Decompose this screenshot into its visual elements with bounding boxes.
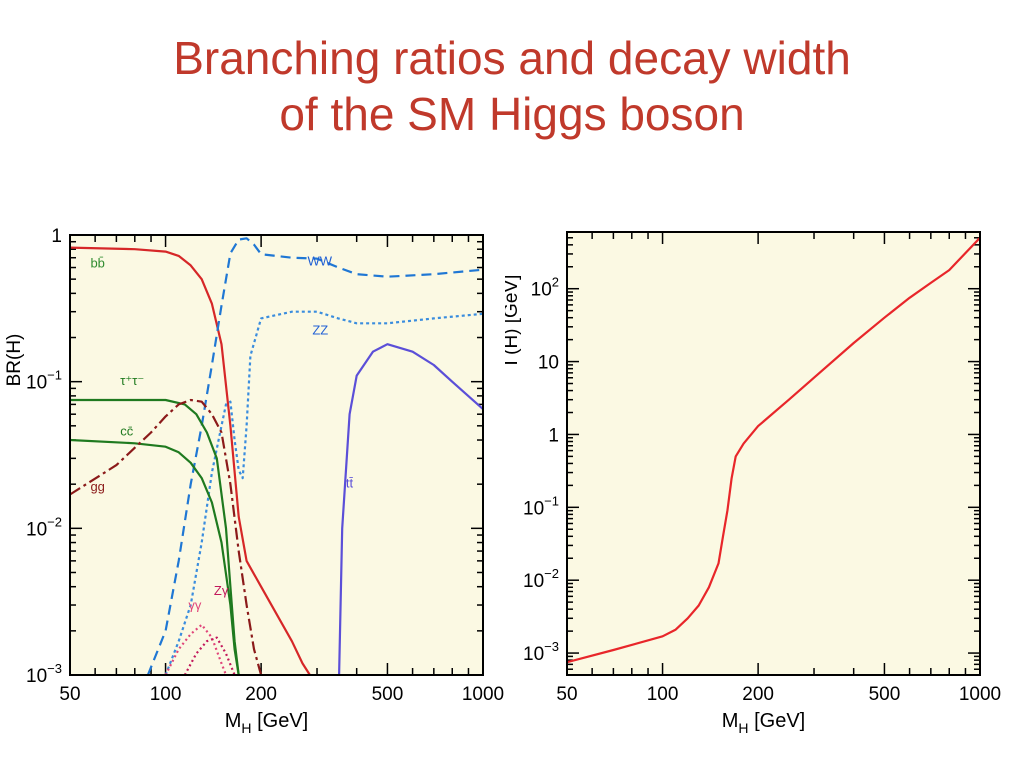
y-tick-label: 10−2: [26, 514, 62, 540]
x-tick-label: 1000: [462, 684, 504, 705]
series-line-8: [183, 636, 236, 675]
x-axis-label: MH [GeV]: [225, 710, 309, 736]
x-tick-label: 50: [556, 684, 577, 705]
x-tick-label: 200: [742, 684, 774, 705]
branching-ratio-chart: bb̄ WW ZZ tt̄ τ⁺τ⁻ cc̄ gg γγ Zγ 50 100 200 500 1000 1 1…: [4, 226, 504, 736]
series-label-0: bb̄: [90, 256, 104, 271]
series-line-5: [70, 438, 240, 675]
x-tick-label: 1000: [959, 684, 1001, 705]
y-tick-label: 1: [51, 226, 62, 247]
slide-title: Branching ratios and decay width of the …: [0, 30, 1024, 142]
series-line-0: [567, 237, 980, 664]
x-tick-label: 100: [150, 684, 182, 705]
series-line-0: [70, 246, 311, 675]
x-tick-label: 50: [59, 684, 80, 705]
y-tick-label: 10−1: [26, 368, 62, 394]
x-tick-label: 500: [869, 684, 901, 705]
series-label-4: τ⁺τ⁻: [120, 373, 144, 388]
y-tick-label: 1: [548, 425, 559, 446]
series-line-1: [146, 237, 483, 675]
plot-area: [567, 232, 980, 675]
series-line-2: [164, 310, 483, 675]
plot-frame: [566, 231, 981, 676]
series-label-5: cc̄: [120, 423, 134, 438]
x-axis-label: MH [GeV]: [722, 710, 806, 736]
plot-frame: [69, 234, 484, 676]
series-group: [70, 237, 483, 675]
series-label-3: tt̄: [346, 475, 354, 490]
series-label-6: gg: [90, 479, 104, 494]
slide-title-line-2: of the SM Higgs boson: [279, 88, 745, 140]
y-tick-label: 10−2: [523, 566, 559, 592]
y-tick-label: 10−3: [26, 661, 62, 687]
series-line-7: [164, 623, 228, 675]
slide-title-line-1: Branching ratios and decay width: [173, 32, 851, 84]
series-line-4: [70, 398, 240, 675]
series-label-7: γγ: [188, 597, 202, 612]
series-line-3: [338, 343, 483, 675]
x-tick-label: 100: [647, 684, 679, 705]
y-axis-label: BR(H): [4, 334, 25, 387]
series-label-1: WW: [308, 253, 333, 268]
decay-width-chart: 50 100 200 500 1000 102 10 1 10−1 10−2 10−3 MH [GeV…: [505, 231, 1001, 736]
x-tick-label: 200: [245, 684, 277, 705]
series-label-8: Zγ: [214, 583, 229, 598]
x-tick-label: 500: [372, 684, 404, 705]
y-tick-label: 10: [538, 353, 559, 374]
series-group: [567, 237, 980, 664]
y-axis-label: Γ(H) [GeV]: [505, 275, 522, 366]
plot-area: [70, 235, 483, 675]
y-tick-label: 10−3: [523, 639, 559, 665]
y-tick-label: 102: [531, 275, 559, 301]
series-label-2: ZZ: [312, 322, 328, 337]
y-tick-label: 10−1: [523, 493, 559, 519]
